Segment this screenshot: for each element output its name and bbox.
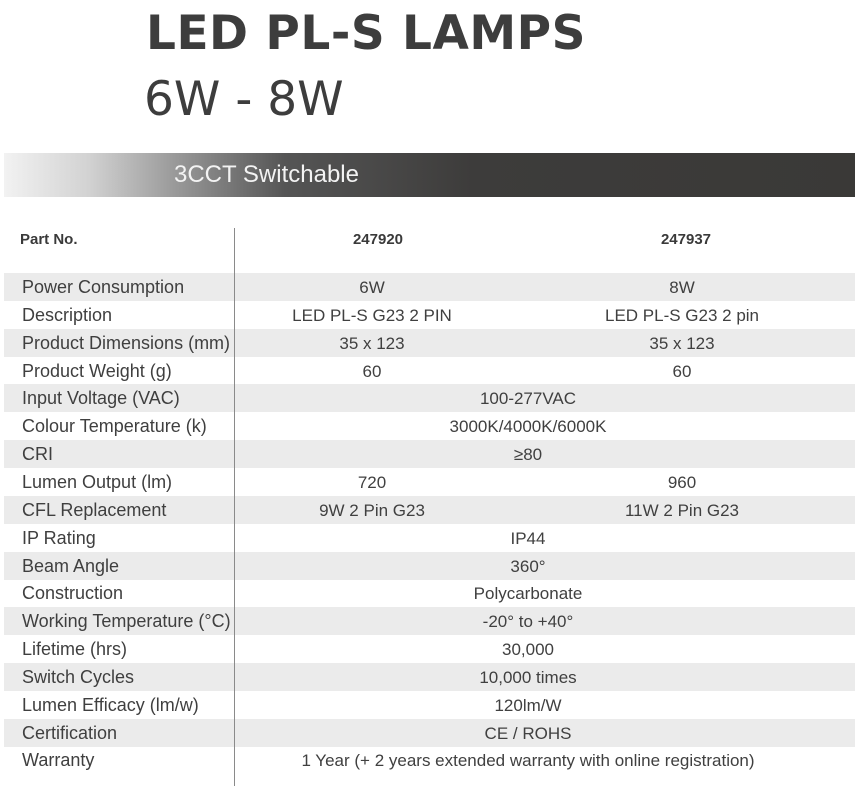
spec-label: Lumen Output (lm) xyxy=(22,471,173,492)
spec-row: Construction Polycarbonate xyxy=(4,579,855,607)
spec-value: 100-277VAC xyxy=(479,389,577,409)
spec-row: Colour Temperature (k) 3000K/4000K/6000K xyxy=(4,412,855,440)
spec-row: Working Temperature (°C) -20° to +40° xyxy=(4,607,855,636)
spec-label: Product Weight (g) xyxy=(22,360,172,381)
spec-value: 9W 2 Pin G23 xyxy=(319,500,425,520)
spec-label: Input Voltage (VAC) xyxy=(22,388,180,409)
banner-label: 3CCT Switchable xyxy=(174,161,359,188)
spec-value: 360° xyxy=(510,556,546,576)
spec-value: 11W 2 Pin G23 xyxy=(624,500,740,520)
spec-value: CE / ROHS xyxy=(484,723,572,743)
spec-label: CRI xyxy=(22,444,53,465)
spec-value: IP44 xyxy=(510,528,546,548)
spec-label: Construction xyxy=(22,583,124,604)
spec-label: Working Temperature (°C) xyxy=(22,611,231,632)
spec-label: IP Rating xyxy=(22,527,96,548)
spec-label: Description xyxy=(22,304,113,325)
spec-value: -20° to +40° xyxy=(482,612,574,632)
spec-value: 6W xyxy=(359,278,385,297)
spec-row: CFL Replacement 9W 2 Pin G23 11W 2 Pin G23 xyxy=(4,495,855,524)
spec-value: 60 xyxy=(362,361,382,381)
spec-row: Lumen Output (lm) 720 960 xyxy=(4,468,855,496)
spec-value: 35 x 123 xyxy=(339,333,405,353)
spec-value: LED PL-S G23 2 PIN xyxy=(292,305,452,325)
spec-value: Polycarbonate xyxy=(473,584,583,604)
spec-row: IP Rating IP44 xyxy=(4,524,855,552)
spec-row: Description LED PL-S G23 2 PIN LED PL-S G2… xyxy=(4,301,855,329)
column-divider xyxy=(234,228,235,786)
spec-row: Product Dimensions (mm) 35 x 123 35 x 123 xyxy=(4,328,855,357)
spec-label: Beam Angle xyxy=(22,555,120,576)
spec-row: Power Consumption 6W 8W xyxy=(4,273,855,301)
spec-row: Warranty 1 Year (+ 2 years extended warra… xyxy=(4,746,855,774)
spec-label: Certification xyxy=(22,722,118,743)
spec-row: Lumen Efficacy (lm/w) 120lm/W xyxy=(4,691,855,719)
part-no-header: Part No. xyxy=(20,231,78,248)
spec-label: Lumen Efficacy (lm/w) xyxy=(22,694,199,715)
page-title: LED PL-S LAMPS xyxy=(146,6,586,61)
spec-value: 35 x 123 xyxy=(649,333,715,353)
spec-value: 8W xyxy=(669,278,695,297)
spec-label: Product Dimensions (mm) xyxy=(22,332,231,353)
spec-value: 10,000 times xyxy=(479,667,577,687)
spec-label: Warranty xyxy=(22,750,95,771)
spec-value: 960 xyxy=(667,472,697,492)
spec-row: Lifetime (hrs) 30,000 xyxy=(4,635,855,663)
part-number-1: 247920 xyxy=(352,231,404,248)
spec-row: Input Voltage (VAC) 100-277VAC xyxy=(4,384,855,413)
section-banner: 3CCT Switchable xyxy=(4,153,855,197)
spec-value: 30,000 xyxy=(502,640,554,660)
spec-value: 120lm/W xyxy=(494,695,562,715)
spec-label: Lifetime (hrs) xyxy=(22,639,128,660)
spec-row: CRI ≥80 xyxy=(4,440,855,469)
spec-row: Switch Cycles 10,000 times xyxy=(4,662,855,691)
spec-value: 720 xyxy=(357,472,387,492)
spec-value: ≥80 xyxy=(513,445,543,465)
page-subtitle: 6W - 8W xyxy=(144,72,344,127)
spec-label: CFL Replacement xyxy=(22,499,167,520)
part-number-2: 247937 xyxy=(660,231,712,248)
spec-label: Colour Temperature (k) xyxy=(22,416,207,437)
spec-value: 60 xyxy=(672,361,692,381)
spec-value: 3000K/4000K/6000K xyxy=(449,417,607,437)
spec-row: Product Weight (g) 60 60 xyxy=(4,357,855,385)
spec-label: Power Consumption xyxy=(22,277,185,297)
spec-value: LED PL-S G23 2 pin xyxy=(604,305,760,325)
spec-row: Certification CE / ROHS xyxy=(4,718,855,747)
spec-label: Switch Cycles xyxy=(22,666,135,687)
spec-row: Beam Angle 360° xyxy=(4,551,855,580)
spec-value: 1 Year (+ 2 years extended warranty with… xyxy=(301,751,755,771)
